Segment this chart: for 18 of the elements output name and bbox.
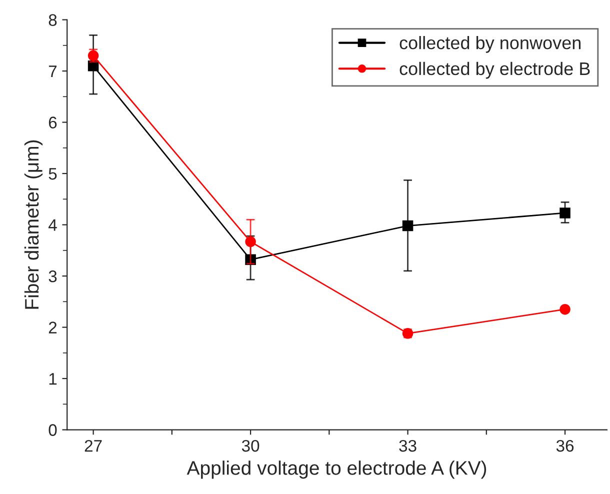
y-tick-label: 6: [48, 116, 57, 128]
legend-label: collected by nonwoven: [400, 36, 581, 53]
y-tick-label: 3: [48, 270, 57, 282]
x-tick-label: 36: [556, 440, 574, 452]
x-axis-title: Applied voltage to electrode A (KV): [186, 460, 486, 479]
y-tick-label: 1: [49, 373, 57, 385]
y-tick-label: 8: [48, 14, 57, 26]
legend-label: collected by electrode B: [400, 62, 590, 79]
x-tick-label: 33: [399, 440, 416, 452]
y-tick-label: 5: [48, 168, 57, 180]
x-tick-label: 30: [242, 440, 260, 452]
y-tick-label: 2: [48, 322, 57, 334]
point: [560, 208, 570, 218]
x-tick-label: 27: [84, 440, 102, 452]
y-tick-label: 7: [48, 66, 57, 78]
y-axis-title: Fiber diameter (μm): [24, 140, 43, 309]
y-tick-label: 4: [48, 219, 57, 231]
y-tick-label: 0: [48, 424, 57, 436]
